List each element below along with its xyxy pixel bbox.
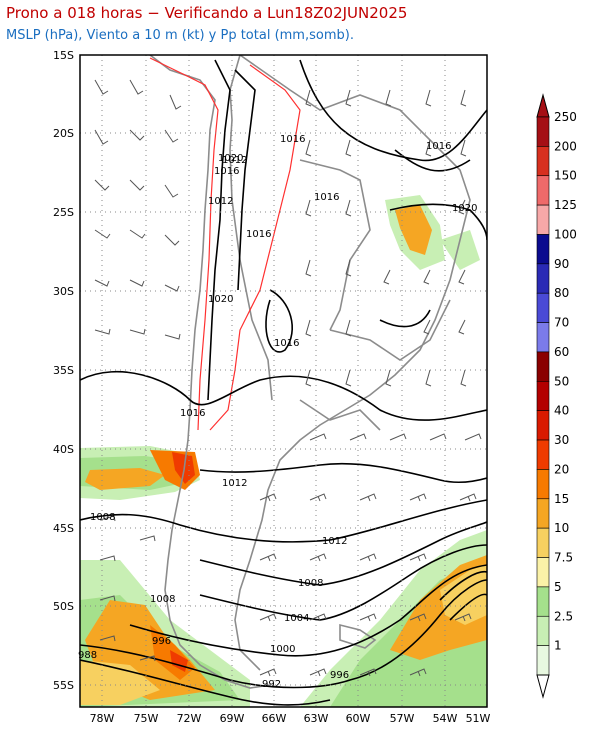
isobar-label: 1016	[426, 141, 451, 152]
isobar-label: 1016	[246, 229, 271, 240]
lon-label: 57W	[390, 712, 415, 725]
isobar-label: 996	[330, 670, 349, 681]
isobar-label: 1008	[150, 594, 175, 605]
colorbar-swatch	[536, 498, 550, 529]
isobar-label: 996	[152, 636, 171, 647]
chart-title: Prono a 018 horas − Verificando a Lun18Z…	[6, 4, 408, 22]
colorbar-label: 40	[554, 404, 569, 418]
colorbar-label: 5	[554, 580, 562, 594]
isobar-label: 1012	[208, 196, 233, 207]
lat-label: 55S	[53, 679, 74, 692]
colorbar-swatch	[536, 204, 550, 235]
colorbar-label: 30	[554, 433, 569, 447]
colorbar-label: 250	[554, 110, 577, 124]
chart-subtitle: MSLP (hPa), Viento a 10 m (kt) y Pp tota…	[6, 28, 354, 43]
lat-label: 40S	[53, 443, 74, 456]
isobar-label: 1016	[180, 408, 205, 419]
colorbar-swatch	[536, 557, 550, 588]
colorbar-label: 125	[554, 198, 577, 212]
isobar-label: 1020	[218, 153, 243, 164]
colorbar-label: 60	[554, 345, 569, 359]
colorbar-label: 50	[554, 374, 569, 388]
colorbar-swatch	[536, 234, 550, 265]
colorbar-label: 90	[554, 257, 569, 271]
colorbar-label: 100	[554, 227, 577, 241]
colorbar-swatch	[536, 439, 550, 470]
colorbar-swatch	[536, 351, 550, 382]
isobar-label: 1012	[222, 478, 247, 489]
lon-label: 72W	[177, 712, 202, 725]
lat-label: 20S	[53, 127, 74, 140]
colorbar-swatch	[536, 527, 550, 558]
colorbar-swatch	[536, 381, 550, 411]
colorbar-swatch	[536, 615, 550, 646]
colorbar-label: 2.5	[554, 609, 573, 623]
isobar-label: 1012	[222, 155, 247, 166]
colorbar-label: 1	[554, 639, 562, 653]
lon-label: 60W	[346, 712, 371, 725]
colorbar-swatch	[536, 469, 550, 500]
isobar-label: 1016	[314, 192, 339, 203]
lat-label: 50S	[53, 600, 74, 613]
isobar-label: 1016	[214, 166, 239, 177]
colorbar-label: 80	[554, 286, 569, 300]
isobar-label: 988	[78, 650, 97, 661]
lat-label: 35S	[53, 364, 74, 377]
isobar-label: 1000	[270, 644, 295, 655]
colorbar-label: 70	[554, 316, 569, 330]
isobar-label: 992	[262, 679, 281, 690]
colorbar-swatch	[536, 322, 550, 353]
colorbar-swatch	[536, 116, 550, 147]
colorbar-bottom-arrow	[536, 674, 550, 699]
isobar-label: 1020	[452, 203, 477, 214]
colorbar-swatch	[536, 645, 550, 676]
isobars	[80, 59, 487, 706]
latitude-axis: 15S 20S 25S 30S 35S 40S 45S 50S 55S	[53, 49, 74, 692]
colorbar-swatch	[536, 292, 550, 323]
colorbar-label: 150	[554, 169, 577, 183]
lon-label: 51W	[466, 712, 491, 725]
longitude-axis: 78W 75W 72W 69W 66W 63W 60W 57W 54W 51W	[90, 712, 491, 725]
isobar-label: 1012	[322, 536, 347, 547]
colorbar: 250 200 150 125 100 90 80 70 60 50 40 30 20 15 10 7.5 5 2…	[536, 93, 577, 699]
isobar-labels: 1016 1012 1020 1016 1012 1016 1016 1020 …	[78, 134, 477, 690]
isobar-label: 1008	[298, 578, 323, 589]
terrain-contour	[149, 57, 301, 431]
lon-label: 75W	[134, 712, 159, 725]
lat-label: 15S	[53, 49, 74, 62]
colorbar-swatch	[536, 175, 550, 206]
isobar-label: 1016	[274, 338, 299, 349]
colorbar-swatch	[536, 263, 550, 294]
lon-label: 54W	[433, 712, 458, 725]
colorbar-label: 200	[554, 139, 577, 153]
lat-label: 30S	[53, 285, 74, 298]
isobar-label: 1008	[90, 512, 115, 523]
lat-label: 45S	[53, 522, 74, 535]
lon-label: 78W	[90, 712, 115, 725]
colorbar-label: 7.5	[554, 551, 573, 565]
colorbar-label: 20	[554, 462, 569, 476]
isobar-label: 1016	[280, 134, 305, 145]
wind-barbs	[94, 79, 482, 677]
colorbar-top-arrow	[536, 93, 550, 118]
isobar-label: 1020	[208, 294, 233, 305]
lon-label: 66W	[262, 712, 287, 725]
colorbar-label: 10	[554, 521, 569, 535]
colorbar-swatch	[536, 586, 550, 617]
colorbar-swatch	[536, 410, 550, 441]
map-frame	[79, 54, 488, 708]
lon-label: 63W	[304, 712, 329, 725]
colorbar-swatch	[536, 146, 550, 177]
lat-label: 25S	[53, 206, 74, 219]
colorbar-label: 15	[554, 492, 569, 506]
lon-label: 69W	[220, 712, 245, 725]
isobar-label: 1004	[284, 613, 309, 624]
map-grid	[80, 55, 487, 707]
